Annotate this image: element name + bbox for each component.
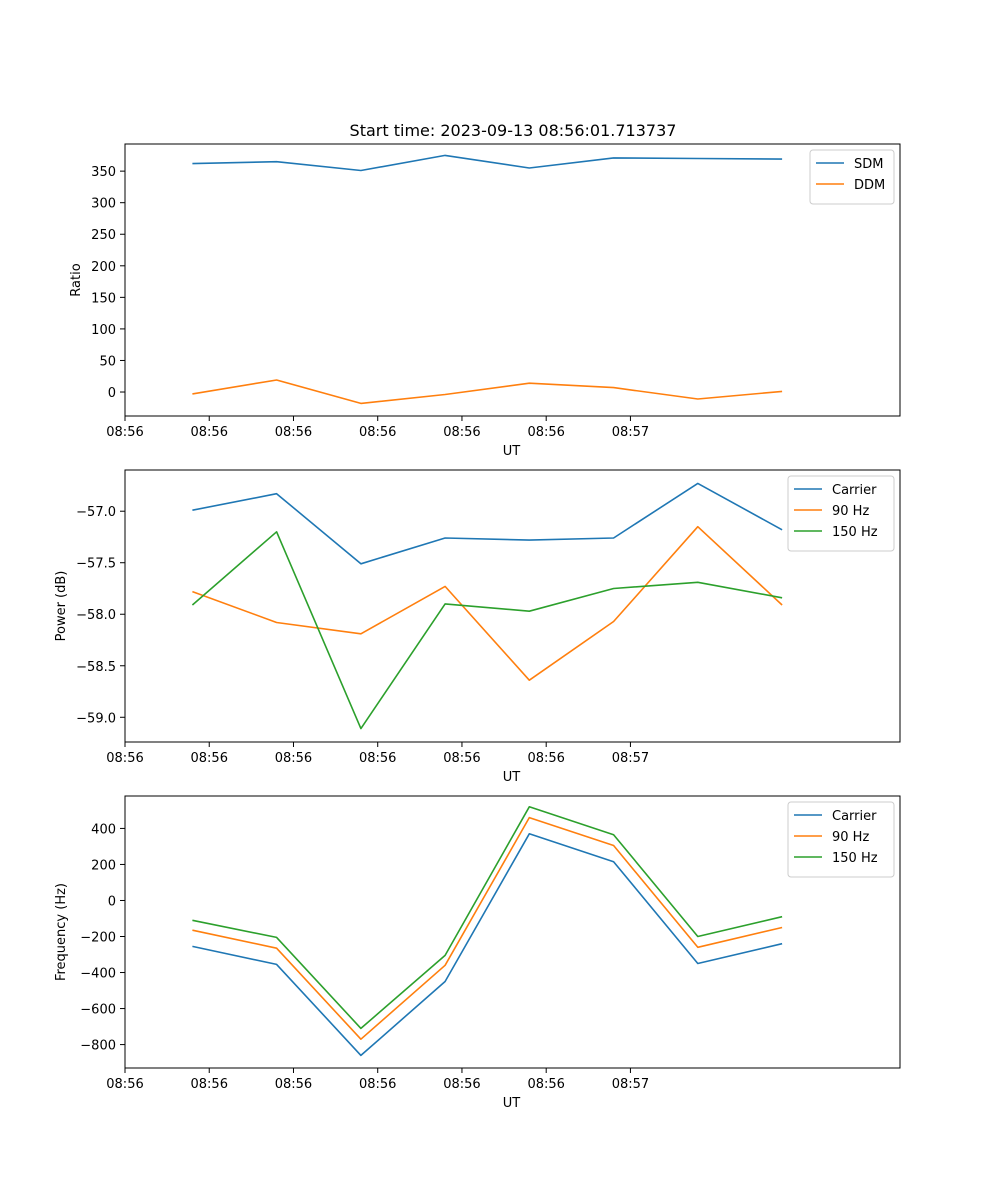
y-tick-label: −57.5: [76, 557, 116, 572]
y-tick-label: −59.0: [76, 711, 116, 726]
series-line-sdm: [192, 154, 783, 172]
plot-frame: [124, 795, 901, 1069]
legend: Carrier 90 Hz 150 Hz: [787, 475, 895, 552]
legend-label: 90 Hz: [832, 830, 869, 845]
y-tick-label: 250: [91, 228, 116, 243]
y-tick-label: 0: [108, 386, 116, 401]
y-axis-label: Ratio: [69, 263, 84, 296]
x-tick-label: 08:56: [106, 425, 143, 440]
x-axis-label: UT: [503, 1096, 521, 1111]
chart-panel-1: 08:56 08:56 08:56 08:56 08:56 08:56 08:57 0 50 10…: [69, 143, 901, 459]
y-tick-label: 50: [99, 354, 116, 369]
legend-label: Carrier: [832, 809, 877, 824]
x-tick-label: 08:56: [359, 1077, 396, 1092]
y-tick-label: 200: [91, 858, 116, 873]
series-line-ddm: [192, 379, 783, 405]
y-tick-label: 400: [91, 822, 116, 837]
panels: 08:56 08:56 08:56 08:56 08:56 08:56 08:57 0 50 10…: [54, 143, 901, 1111]
series-line-150-hz: [191, 530, 783, 730]
legend-label: Carrier: [832, 483, 877, 498]
y-axis-label: Frequency (Hz): [54, 883, 69, 981]
y-tick-label: 0: [108, 894, 116, 909]
y-tick-label: 100: [91, 323, 116, 338]
series-line-carrier: [192, 832, 783, 1057]
x-tick-label: 08:56: [191, 1077, 228, 1092]
x-tick-label: 08:56: [359, 425, 396, 440]
x-tick-label: 08:57: [612, 1077, 649, 1092]
figure-title: Start time: 2023-09-13 08:56:01.713737: [350, 121, 677, 140]
x-tick-label: 08:56: [191, 425, 228, 440]
chart-panel-3: 08:56 08:56 08:56 08:56 08:56 08:56 08:57 −800 −…: [54, 795, 901, 1111]
x-axis-label: UT: [503, 444, 521, 459]
legend-label: 90 Hz: [832, 504, 869, 519]
x-tick-label: 08:56: [191, 751, 228, 766]
y-tick-label: −58.0: [76, 608, 116, 623]
plot-frame: [124, 469, 901, 743]
x-tick-label: 08:56: [443, 751, 480, 766]
x-tick-label: 08:57: [612, 425, 649, 440]
x-tick-label: 08:56: [527, 751, 564, 766]
x-tick-label: 08:56: [527, 425, 564, 440]
y-axis-label: Power (dB): [54, 571, 69, 642]
chart-panel-2: 08:56 08:56 08:56 08:56 08:56 08:56 08:57 −59.0…: [54, 469, 901, 785]
x-tick-label: 08:57: [612, 751, 649, 766]
legend: SDM DDM: [809, 149, 895, 205]
x-tick-label: 08:56: [106, 751, 143, 766]
y-tick-label: −57.0: [76, 505, 116, 520]
plot-frame: [124, 143, 901, 417]
y-tick-label: −600: [80, 1003, 116, 1018]
y-tick-label: −58.5: [76, 660, 116, 675]
legend-box: [787, 801, 895, 878]
legend-label: 150 Hz: [832, 525, 878, 540]
y-tick-label: 300: [91, 197, 116, 212]
x-tick-label: 08:56: [275, 425, 312, 440]
y-tick-label: −800: [80, 1039, 116, 1054]
y-tick-label: −400: [80, 967, 116, 982]
x-axis-label: UT: [503, 770, 521, 785]
legend: Carrier 90 Hz 150 Hz: [787, 801, 895, 878]
x-tick-label: 08:56: [275, 751, 312, 766]
y-tick-label: 350: [91, 165, 116, 180]
legend-label: DDM: [854, 178, 885, 193]
x-tick-label: 08:56: [527, 1077, 564, 1092]
series-line-90-hz: [192, 525, 783, 682]
legend-label: SDM: [854, 157, 883, 172]
x-tick-label: 08:56: [106, 1077, 143, 1092]
y-tick-label: 200: [91, 260, 116, 275]
x-tick-label: 08:56: [443, 425, 480, 440]
series-line-150-hz: [192, 805, 783, 1030]
x-tick-label: 08:56: [359, 751, 396, 766]
legend-box: [787, 475, 895, 552]
y-tick-label: 150: [91, 291, 116, 306]
y-tick-label: −200: [80, 931, 116, 946]
series-line-90-hz: [192, 816, 783, 1040]
series-line-carrier: [192, 482, 783, 565]
x-tick-label: 08:56: [443, 1077, 480, 1092]
legend-label: 150 Hz: [832, 851, 878, 866]
x-tick-label: 08:56: [275, 1077, 312, 1092]
